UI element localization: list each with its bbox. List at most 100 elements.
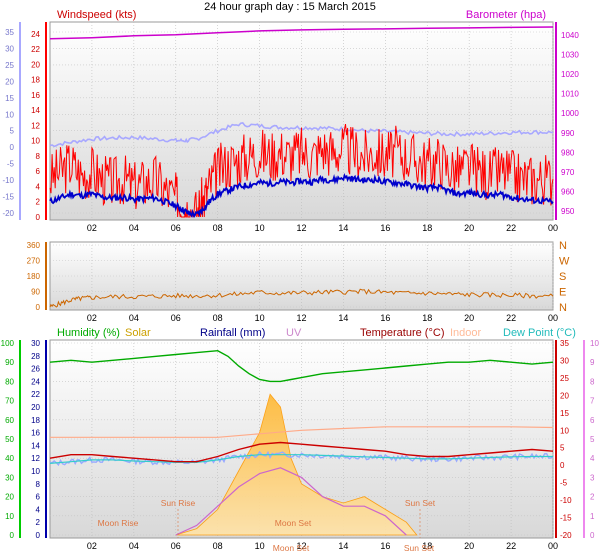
- y-tick-wind: 0: [36, 213, 41, 222]
- y-tick-baro: 960: [561, 188, 575, 197]
- y-tick-temperature: -5: [560, 479, 568, 488]
- y-tick-rain: 8: [36, 480, 41, 489]
- x-tick-label: 10: [255, 223, 265, 233]
- series-temperature-light: [49, 122, 553, 148]
- x-tick-label: 16: [380, 313, 390, 323]
- y-tick-wind: 20: [31, 60, 40, 69]
- y-tick-wind: 8: [36, 152, 41, 161]
- y-tick-temperature: -10: [560, 496, 572, 505]
- y-tick-rain: 16: [31, 429, 40, 438]
- y-tick-baro: 980: [561, 148, 575, 157]
- y-tick-direction: 180: [27, 272, 41, 281]
- x-tick-label: 10: [255, 541, 265, 551]
- x-tick-label: 08: [213, 313, 223, 323]
- y-tick-baro: 1030: [561, 50, 579, 59]
- x-tick-label: 12: [296, 223, 306, 233]
- y-tick-humidity: 80: [5, 377, 14, 386]
- x-tick-label: 20: [464, 313, 474, 323]
- y-tick-temp: 0: [10, 143, 15, 152]
- y-tick-rain: 4: [36, 505, 41, 514]
- y-tick-humidity: 0: [10, 531, 15, 540]
- y-tick-humidity: 90: [5, 358, 14, 367]
- y-tick-humidity: 30: [5, 473, 14, 482]
- event-annotation: Moon Rise: [98, 518, 139, 528]
- x-tick-label: 04: [129, 223, 139, 233]
- y-tick-rain: 18: [31, 416, 40, 425]
- label-temperature: Temperature (°C): [360, 327, 444, 339]
- event-annotation: Sun Set: [404, 543, 435, 553]
- y-tick-temp: 30: [5, 44, 14, 53]
- x-tick-label: 08: [213, 541, 223, 551]
- y-tick-temp: -5: [7, 160, 15, 169]
- y-tick-temperature: 30: [560, 356, 569, 365]
- x-tick-label: 16: [380, 223, 390, 233]
- y-tick-uv: 8: [590, 377, 595, 386]
- x-tick-label: 06: [171, 313, 181, 323]
- y-tick-uv: 3: [590, 473, 595, 482]
- y-tick-uv: 10: [590, 339, 599, 348]
- y-tick-wind: 14: [31, 106, 40, 115]
- x-tick-label: 12: [296, 313, 306, 323]
- x-tick-label: 18: [422, 541, 432, 551]
- x-tick-label: 10: [255, 313, 265, 323]
- x-tick-label: 14: [338, 313, 348, 323]
- y-tick-compass: N: [559, 302, 567, 314]
- y-tick-temp: -15: [2, 193, 14, 202]
- x-tick-label: 12: [296, 541, 306, 551]
- x-tick-label: 20: [464, 223, 474, 233]
- x-tick-label: 04: [129, 541, 139, 551]
- x-tick-label: 22: [506, 313, 516, 323]
- y-tick-rain: 30: [31, 339, 40, 348]
- y-tick-temperature: 25: [560, 374, 569, 383]
- y-tick-rain: 10: [31, 467, 40, 476]
- y-tick-uv: 6: [590, 416, 595, 425]
- y-tick-humidity: 20: [5, 493, 14, 502]
- y-tick-temp: 35: [5, 28, 14, 37]
- y-tick-direction: 90: [31, 288, 40, 297]
- label-uv: UV: [286, 327, 302, 339]
- x-tick-label: 08: [213, 223, 223, 233]
- y-tick-wind: 4: [36, 182, 41, 191]
- y-tick-rain: 24: [31, 377, 40, 386]
- series-layer: [49, 26, 554, 536]
- y-tick-rain: 6: [36, 493, 41, 502]
- y-tick-direction: 270: [27, 257, 41, 266]
- label-humidity: Humidity (%): [57, 327, 120, 339]
- y-tick-humidity: 70: [5, 397, 14, 406]
- x-tick-label: 14: [338, 223, 348, 233]
- series-humidity: [49, 349, 554, 383]
- y-tick-humidity: 40: [5, 454, 14, 463]
- y-tick-wind: 2: [36, 198, 41, 207]
- y-tick-rain: 26: [31, 365, 40, 374]
- y-tick-rain: 22: [31, 390, 40, 399]
- y-tick-wind: 18: [31, 76, 40, 85]
- y-tick-temperature: 5: [560, 444, 565, 453]
- x-tick-label: 22: [506, 541, 516, 551]
- y-tick-direction: 360: [27, 241, 41, 250]
- y-tick-baro: 1000: [561, 109, 579, 118]
- series-barometer: [49, 26, 554, 40]
- y-tick-temperature: 15: [560, 409, 569, 418]
- y-tick-uv: 1: [590, 512, 595, 521]
- y-tick-rain: 0: [36, 531, 41, 540]
- y-tick-rain: 14: [31, 441, 40, 450]
- y-tick-uv: 5: [590, 435, 595, 444]
- series-temperature: [49, 441, 554, 463]
- x-tick-label: 02: [87, 223, 97, 233]
- x-tick-label: 00: [548, 223, 558, 233]
- y-tick-wind: 12: [31, 121, 40, 130]
- x-tick-label: 16: [380, 541, 390, 551]
- series-dewpoint: [49, 454, 553, 464]
- x-tick-label: 06: [171, 541, 181, 551]
- x-tick-label: 20: [464, 541, 474, 551]
- y-tick-baro: 990: [561, 129, 575, 138]
- y-tick-wind: 24: [31, 30, 40, 39]
- label-barometer: Barometer (hpa): [466, 9, 546, 21]
- x-tick-label: 00: [548, 313, 558, 323]
- series-wind-direction: [49, 288, 554, 308]
- x-tick-label: 18: [422, 223, 432, 233]
- y-tick-temp: 20: [5, 77, 14, 86]
- y-tick-temperature: 10: [560, 426, 569, 435]
- event-annotation: Moon Set: [275, 518, 312, 528]
